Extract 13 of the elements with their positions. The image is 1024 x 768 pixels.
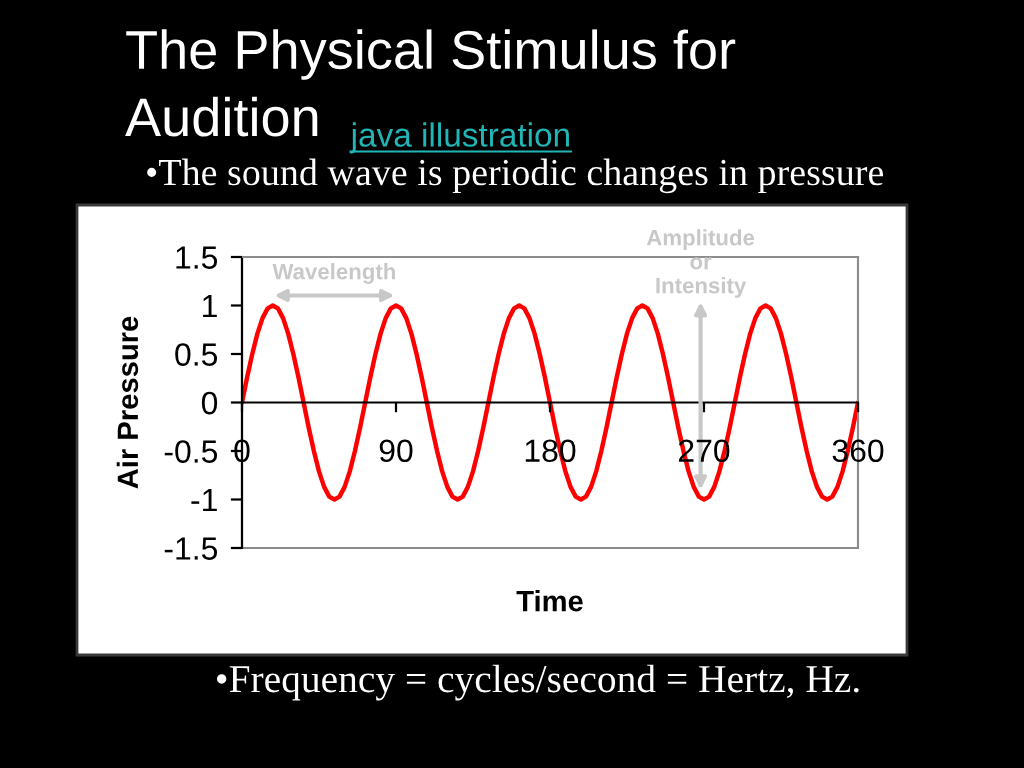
y-tick-label: -1 — [191, 489, 217, 512]
y-tick-label: 1.5 — [176, 246, 218, 269]
x-tick-label: 90 — [379, 439, 413, 463]
x-axis-title: Time — [516, 590, 583, 612]
y-tick-label: 1 — [203, 295, 217, 318]
y-tick-label: 0.5 — [175, 343, 218, 366]
y-tick-label: -1.5 — [164, 537, 218, 560]
y-tick-label: 0 — [201, 391, 218, 415]
text: •Frequency = cycles/second = Hertz, Hz. — [216, 664, 859, 701]
text: •The sound wave is periodic changes in pressure — [147, 158, 884, 194]
y-tick-label: -0.5 — [164, 440, 218, 463]
y-axis-title: Air Pressure — [116, 316, 139, 489]
chart-subtitle: java illustration — [349, 122, 569, 154]
